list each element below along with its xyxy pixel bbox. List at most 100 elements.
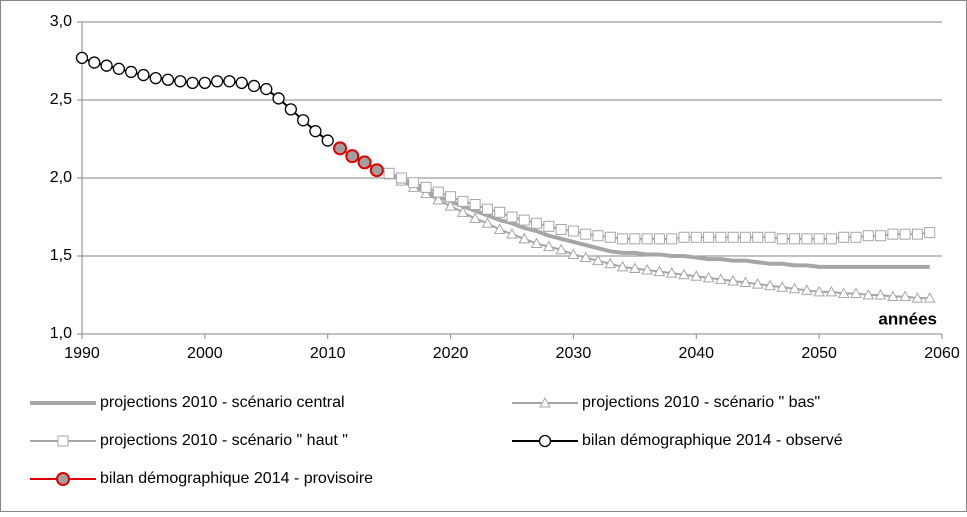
data-point	[825, 233, 837, 245]
data-point	[789, 233, 801, 245]
data-point	[617, 233, 629, 245]
data-point	[223, 75, 236, 88]
data-point	[420, 181, 432, 193]
x-tick-label: 2020	[433, 345, 469, 362]
data-point	[112, 62, 126, 75]
data-point	[924, 227, 936, 239]
data-point	[445, 191, 457, 203]
data-point	[75, 51, 89, 65]
data-point	[690, 231, 702, 243]
y-tick-label: 1,0	[50, 325, 72, 342]
data-point	[161, 73, 175, 86]
data-point	[887, 228, 899, 240]
annotation: années	[878, 309, 937, 328]
data-point	[801, 233, 813, 245]
data-point	[309, 125, 322, 138]
data-point	[837, 287, 850, 298]
data-point	[506, 228, 518, 239]
y-tick-label: 2,5	[50, 91, 72, 108]
data-point	[506, 211, 518, 223]
data-point	[174, 75, 187, 88]
data-point	[345, 149, 360, 164]
legend-label: bilan démographique 2014 - provisoire	[100, 470, 373, 487]
data-point	[481, 217, 494, 228]
data-point	[88, 56, 101, 69]
data-point	[703, 231, 715, 243]
data-point	[100, 59, 113, 72]
data-point	[911, 292, 924, 303]
data-point	[752, 231, 764, 243]
data-point	[530, 237, 543, 249]
data-point	[739, 276, 752, 288]
data-point	[469, 199, 481, 211]
data-point	[690, 270, 703, 281]
data-point	[751, 278, 764, 289]
data-point	[604, 257, 617, 269]
legend-label: bilan démographique 2014 - observé	[582, 432, 843, 449]
data-point	[555, 243, 567, 255]
data-point	[592, 230, 604, 242]
data-point	[715, 231, 727, 243]
legend-label: projections 2010 - scénario " haut "	[100, 432, 348, 449]
y-tick-label: 3,0	[50, 13, 72, 30]
legend-label: projections 2010 - scénario " bas"	[582, 394, 820, 411]
data-point	[666, 233, 678, 245]
data-point	[727, 231, 739, 243]
data-point	[296, 114, 310, 127]
data-point	[543, 240, 555, 252]
data-point	[862, 230, 874, 242]
legend-marker	[56, 472, 70, 486]
data-point	[567, 248, 580, 259]
data-point	[641, 233, 653, 245]
data-point	[776, 233, 788, 245]
data-point	[383, 167, 395, 179]
legend-label: projections 2010 - scénario central	[100, 394, 345, 411]
y-tick-label: 1,5	[50, 247, 72, 264]
data-point	[149, 72, 162, 85]
data-point	[124, 65, 138, 79]
data-point	[420, 187, 432, 199]
data-point	[210, 75, 224, 88]
data-point	[333, 141, 347, 156]
data-point	[579, 251, 592, 263]
y-tick-label: 2,0	[50, 169, 72, 186]
data-point	[408, 177, 420, 189]
data-point	[543, 220, 555, 232]
data-point	[641, 264, 653, 275]
data-point	[825, 285, 838, 297]
data-point	[357, 155, 372, 170]
data-point	[874, 288, 887, 300]
data-point	[813, 285, 825, 297]
data-point	[493, 223, 506, 234]
data-point	[321, 134, 334, 147]
data-point	[198, 76, 212, 89]
data-point	[137, 68, 150, 82]
data-point	[616, 260, 629, 272]
legend-marker	[539, 396, 551, 408]
x-tick-label: 1990	[64, 345, 100, 362]
data-point	[272, 92, 285, 105]
data-point	[395, 172, 407, 184]
data-point	[555, 223, 567, 235]
series-line	[388, 171, 930, 269]
data-point	[592, 254, 604, 266]
data-point	[653, 233, 665, 245]
data-point	[444, 200, 457, 211]
data-point	[875, 230, 887, 242]
data-point	[629, 262, 641, 273]
data-point	[862, 288, 875, 300]
data-point	[899, 228, 911, 240]
data-point	[469, 212, 481, 224]
data-point	[518, 232, 531, 244]
x-tick-label: 2050	[801, 345, 837, 362]
data-point	[899, 290, 911, 302]
data-point	[911, 228, 923, 240]
data-point	[580, 228, 592, 240]
x-tick-label: 2030	[556, 345, 592, 362]
data-point	[727, 274, 739, 286]
data-point	[776, 281, 789, 292]
data-point	[457, 195, 469, 207]
data-point	[432, 186, 444, 198]
data-point	[801, 284, 813, 295]
data-point	[678, 268, 690, 280]
